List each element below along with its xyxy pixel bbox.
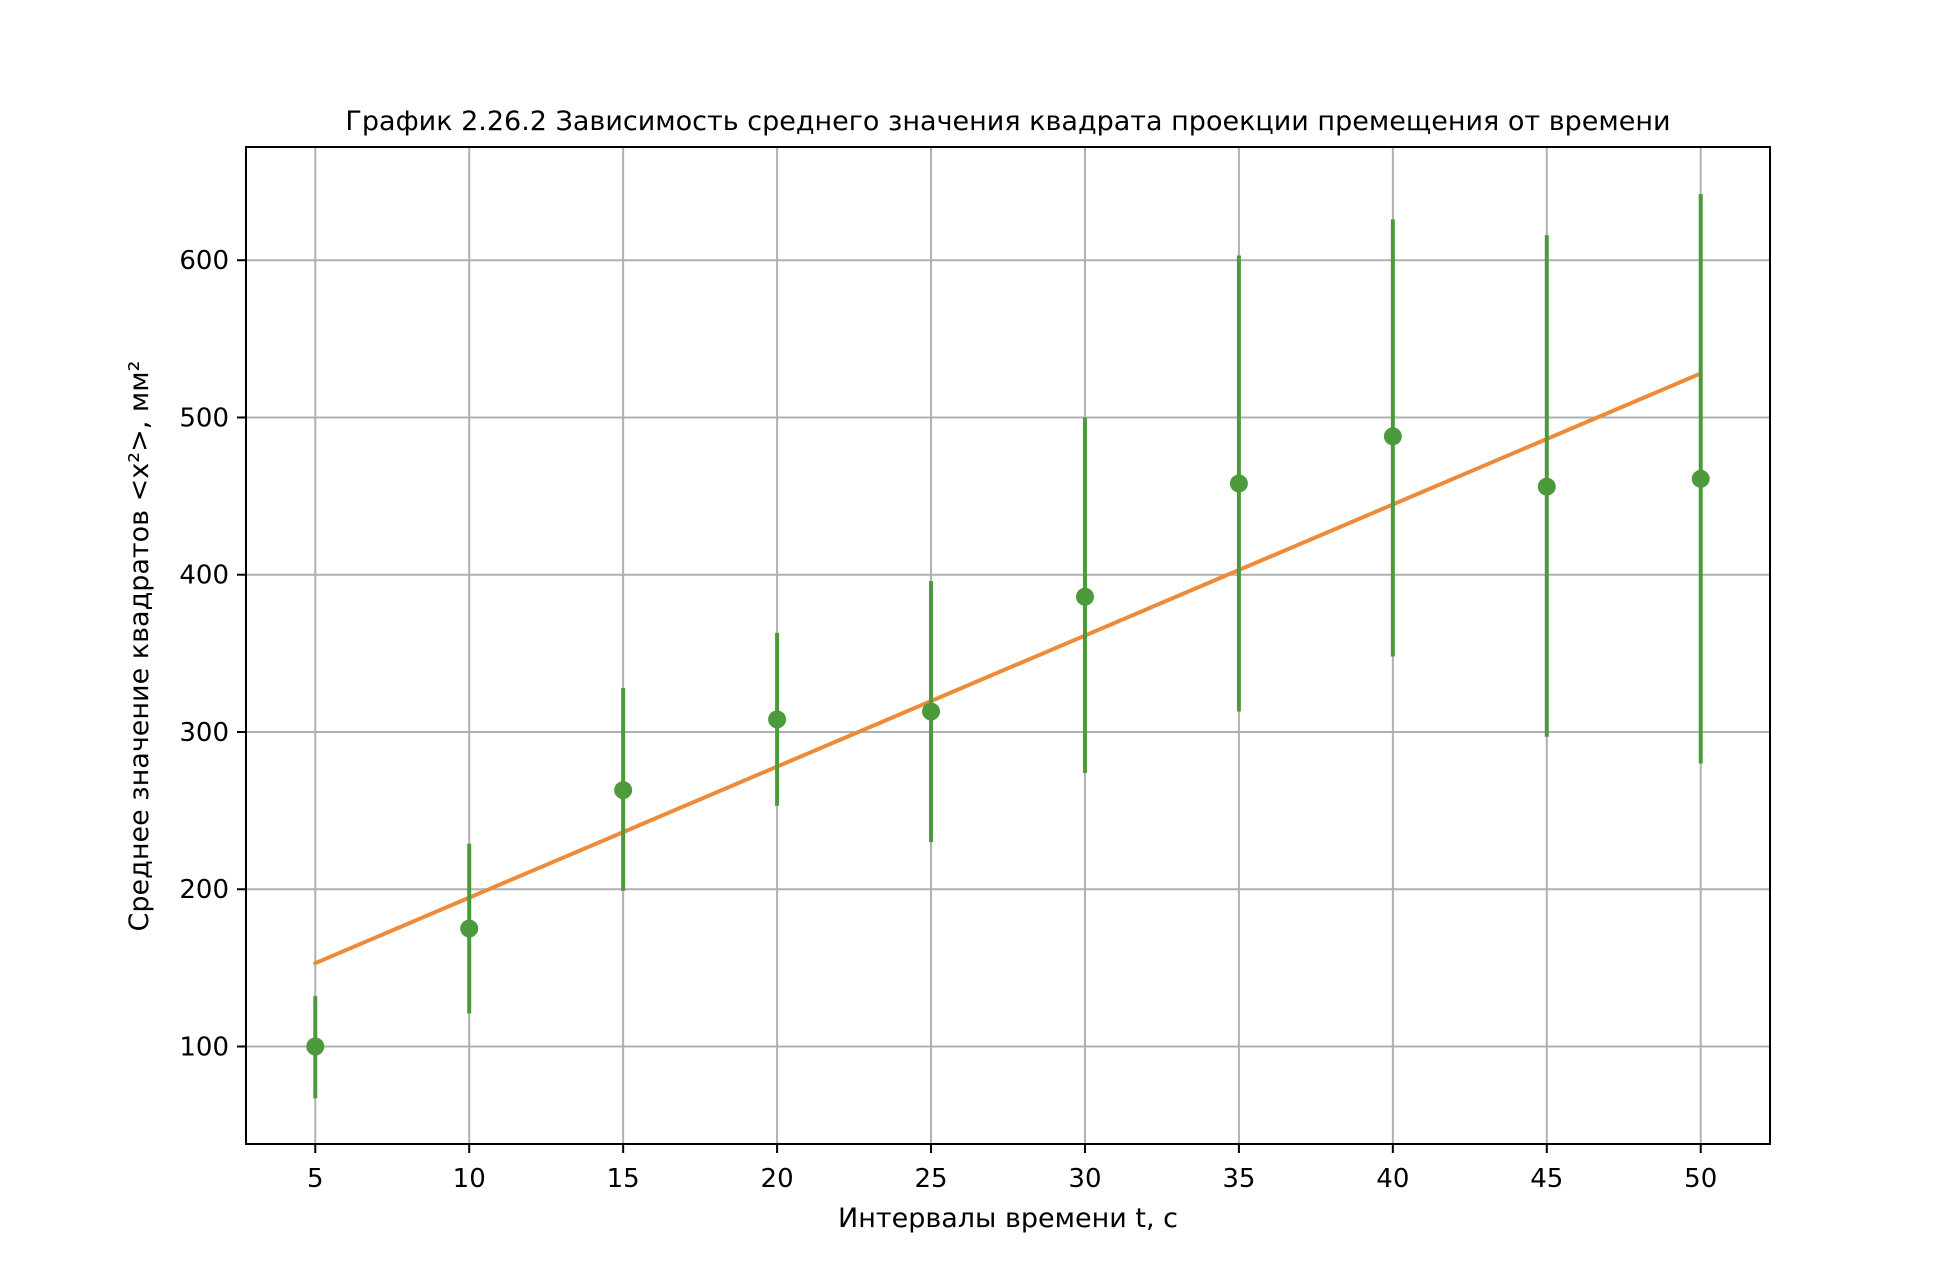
plot-frame: [245, 146, 1771, 1145]
y-tick-label-600: 600: [179, 246, 229, 276]
x-tick-label-10: 10: [453, 1164, 486, 1194]
x-tick-label-25: 25: [914, 1164, 947, 1194]
data-point-5: [306, 1037, 325, 1056]
data-point-35: [1229, 474, 1248, 493]
point-layer: [306, 427, 1710, 1056]
y-tick-label-200: 200: [179, 875, 229, 905]
y-tick-label-500: 500: [179, 403, 229, 433]
data-point-50: [1691, 469, 1710, 488]
data-point-20: [768, 710, 787, 729]
x-tick-label-15: 15: [607, 1164, 640, 1194]
axis-layer: 5 10 15 20 25 30 35 40 45 50 100 200 300 400 500 600: [179, 146, 1771, 1194]
fit-layer: [313, 371, 1703, 966]
x-tick-label-40: 40: [1376, 1164, 1409, 1194]
data-point-40: [1383, 427, 1402, 446]
y-axis-label: Среднее значение квадратов <x²>, мм²: [124, 361, 155, 932]
y-tick-label-400: 400: [179, 561, 229, 591]
fit-line: [313, 371, 1703, 966]
data-point-15: [614, 781, 633, 800]
y-tick-label-300: 300: [179, 718, 229, 748]
data-point-10: [460, 919, 479, 938]
x-tick-label-35: 35: [1222, 1164, 1255, 1194]
x-tick-label-30: 30: [1068, 1164, 1101, 1194]
x-tick-label-20: 20: [761, 1164, 794, 1194]
chart-title: График 2.26.2 Зависимость среднего значе…: [345, 106, 1670, 137]
data-point-45: [1537, 477, 1556, 496]
data-point-30: [1075, 587, 1094, 606]
data-point-25: [922, 702, 941, 721]
x-axis-label: Интервалы времени t, с: [838, 1203, 1178, 1234]
x-tick-label-50: 50: [1684, 1164, 1717, 1194]
x-tick-label-45: 45: [1530, 1164, 1563, 1194]
y-tick-label-100: 100: [179, 1033, 229, 1063]
x-tick-label-5: 5: [307, 1164, 324, 1194]
